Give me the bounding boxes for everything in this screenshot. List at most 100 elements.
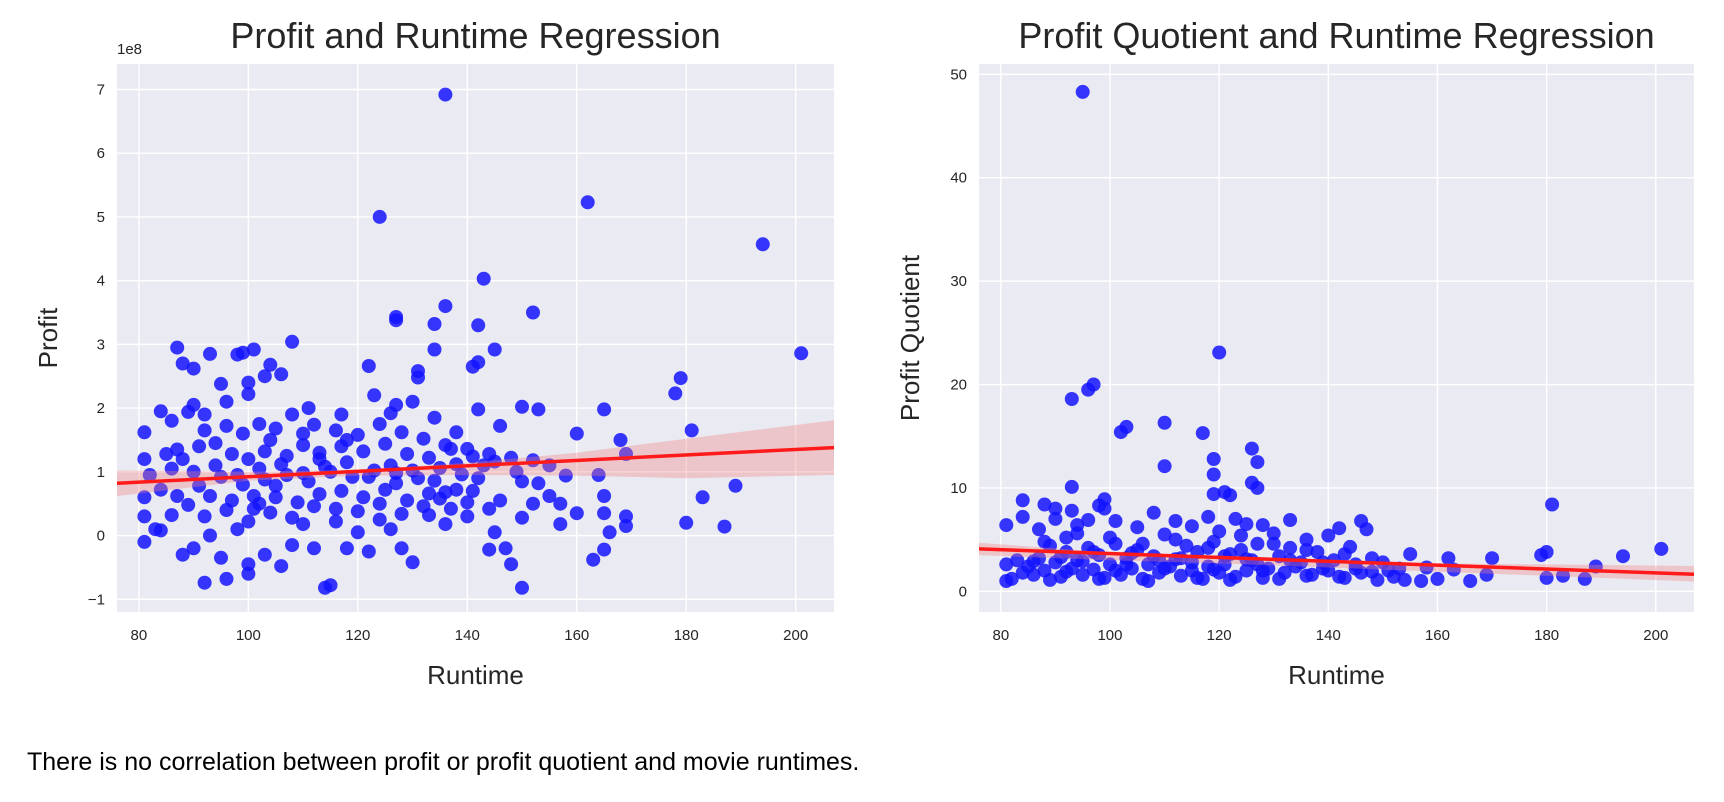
data-point bbox=[1190, 570, 1205, 585]
data-point bbox=[1081, 382, 1096, 397]
data-point bbox=[268, 490, 283, 505]
data-point bbox=[558, 468, 573, 483]
data-point bbox=[400, 493, 415, 508]
data-point bbox=[285, 334, 300, 349]
data-point bbox=[411, 370, 425, 385]
data-point bbox=[1064, 392, 1079, 406]
data-point bbox=[405, 394, 420, 409]
regression-line bbox=[116, 445, 835, 486]
data-point bbox=[1184, 519, 1199, 534]
data-point bbox=[1092, 571, 1107, 586]
data-point bbox=[1212, 345, 1227, 360]
caption-text: There is no correlation between profit o… bbox=[27, 748, 860, 776]
data-point bbox=[1064, 479, 1079, 494]
data-point bbox=[1441, 551, 1456, 566]
data-point bbox=[137, 509, 152, 524]
y-tick-label: 10 bbox=[950, 480, 967, 497]
y-tick-label: 1 bbox=[97, 464, 105, 481]
data-point bbox=[597, 402, 612, 417]
data-point bbox=[794, 346, 809, 361]
data-point bbox=[1250, 536, 1265, 551]
data-point bbox=[1157, 459, 1172, 474]
data-point bbox=[389, 397, 404, 412]
data-point bbox=[471, 471, 486, 486]
data-point bbox=[1234, 528, 1248, 543]
data-point bbox=[285, 510, 300, 525]
data-point bbox=[1119, 557, 1134, 572]
data-point bbox=[203, 528, 217, 543]
x-tick-label: 120 bbox=[345, 627, 370, 644]
y-tick-label: 0 bbox=[97, 528, 105, 545]
data-point bbox=[673, 371, 688, 386]
data-point bbox=[515, 580, 529, 595]
data-point bbox=[509, 464, 524, 479]
data-point bbox=[1239, 563, 1254, 578]
data-point bbox=[405, 555, 420, 570]
data-point bbox=[252, 461, 267, 476]
data-point bbox=[372, 417, 387, 431]
data-point bbox=[186, 464, 201, 479]
data-point bbox=[164, 461, 179, 476]
y-axis-label: Profit Quotient bbox=[895, 254, 925, 421]
data-point bbox=[1179, 538, 1194, 553]
data-point bbox=[339, 455, 354, 470]
data-point bbox=[246, 501, 261, 516]
data-point bbox=[296, 438, 311, 453]
data-point bbox=[1223, 488, 1238, 503]
data-point bbox=[181, 404, 196, 419]
data-point bbox=[241, 387, 256, 402]
data-point bbox=[1250, 480, 1265, 495]
data-point bbox=[1212, 524, 1227, 539]
data-point bbox=[372, 209, 387, 224]
data-point bbox=[263, 505, 278, 520]
data-point bbox=[1146, 505, 1161, 520]
y-tick-label: −1 bbox=[88, 591, 105, 608]
data-point bbox=[1304, 567, 1319, 582]
data-point bbox=[274, 457, 289, 472]
data-point bbox=[214, 550, 228, 565]
data-point bbox=[197, 407, 212, 422]
data-point bbox=[422, 450, 436, 465]
data-point bbox=[230, 522, 245, 537]
data-point bbox=[1168, 532, 1183, 547]
data-point bbox=[394, 541, 409, 556]
data-point bbox=[350, 504, 365, 519]
data-point bbox=[1043, 572, 1057, 587]
data-point bbox=[679, 515, 694, 530]
data-point bbox=[999, 574, 1014, 588]
data-point bbox=[619, 519, 633, 533]
data-point bbox=[1108, 514, 1123, 528]
x-tick-label: 200 bbox=[1643, 627, 1668, 644]
data-point bbox=[378, 482, 393, 497]
data-point bbox=[443, 441, 458, 456]
data-point bbox=[383, 522, 398, 537]
data-point bbox=[142, 468, 157, 482]
data-point bbox=[186, 541, 201, 556]
data-point bbox=[296, 517, 311, 532]
data-point bbox=[476, 271, 491, 286]
data-point bbox=[1015, 493, 1030, 508]
y-tick-label: 2 bbox=[97, 400, 105, 417]
data-point bbox=[1403, 547, 1418, 562]
data-point bbox=[526, 496, 540, 511]
data-point bbox=[531, 476, 546, 491]
data-point bbox=[1299, 532, 1314, 547]
data-point bbox=[241, 557, 256, 572]
data-point bbox=[307, 417, 321, 432]
data-point bbox=[192, 439, 207, 454]
data-point bbox=[449, 482, 464, 497]
data-point bbox=[553, 496, 568, 511]
data-point bbox=[328, 514, 343, 529]
data-point bbox=[1266, 526, 1281, 541]
data-point bbox=[416, 431, 431, 446]
data-point bbox=[465, 359, 480, 374]
data-point bbox=[219, 418, 234, 433]
x-tick-label: 140 bbox=[455, 627, 480, 644]
data-point bbox=[493, 418, 508, 433]
y-tick-label: 5 bbox=[97, 209, 105, 226]
data-point bbox=[1059, 564, 1074, 579]
x-axis-label: Runtime bbox=[427, 660, 524, 690]
data-point bbox=[597, 489, 612, 503]
y-tick-label: 50 bbox=[950, 66, 967, 83]
data-point bbox=[1037, 534, 1052, 549]
